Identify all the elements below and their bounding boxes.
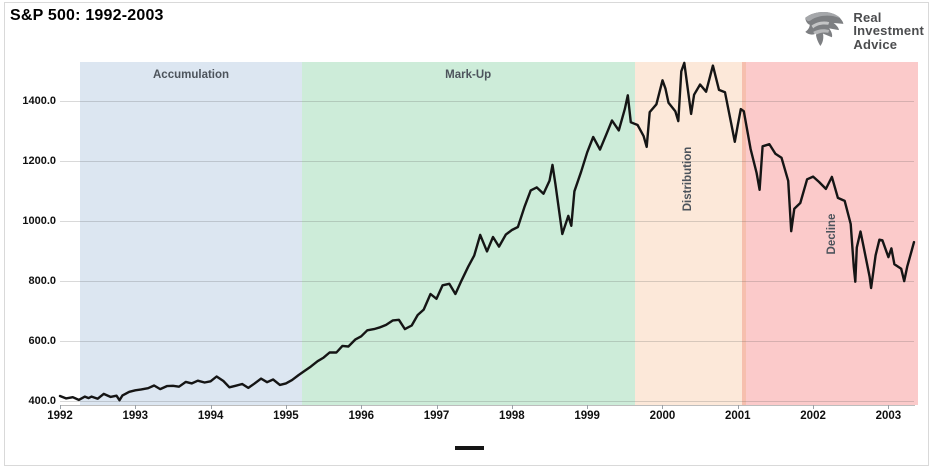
y-axis-tick-label: 1000.0: [22, 215, 56, 228]
phase-label: Mark-Up: [445, 69, 492, 81]
x-axis-tick-label: 2002: [800, 410, 826, 422]
x-axis-tick-mark: [436, 405, 438, 409]
eagle-icon: [800, 8, 846, 54]
x-axis-tick-mark: [285, 405, 287, 409]
x-axis-tick-label: 1993: [122, 410, 149, 422]
x-axis-tick-mark: [888, 405, 890, 409]
x-axis-tick-mark: [60, 405, 61, 409]
x-axis-tick-label: 1996: [348, 410, 375, 422]
logo-word-2: Investment: [853, 23, 924, 39]
x-axis-tick-label: 1992: [47, 410, 73, 422]
gridline: [60, 341, 914, 343]
y-axis-tick-label: 400.0: [28, 395, 56, 408]
gridline: [60, 161, 914, 163]
y-axis-tick-label: 1400.0: [22, 95, 56, 107]
y-axis-tick-label: 600.0: [28, 335, 56, 348]
phase-region-decline: Decline: [742, 62, 918, 405]
x-axis-tick-mark: [662, 405, 664, 409]
x-axis-tick-label: 1998: [499, 410, 525, 422]
phase-region-accumulation: Accumulation: [80, 62, 302, 405]
gridline: [60, 221, 914, 223]
x-axis-line: [60, 405, 915, 406]
x-axis-tick-label: 2001: [724, 410, 751, 422]
ria-logo: Real Investment Advice: [800, 8, 924, 54]
series-layer: [58, 61, 916, 402]
page-title: S&P 500: 1992-2003: [10, 7, 164, 24]
x-axis-tick-mark: [587, 405, 589, 409]
x-axis-tick-mark: [361, 405, 363, 409]
x-axis-tick-label: 2000: [649, 410, 676, 422]
x-axis-tick-label: 1999: [574, 410, 600, 422]
gridline: [60, 401, 914, 403]
x-axis-tick-mark: [511, 405, 513, 409]
x-axis-tick-mark: [135, 405, 137, 409]
y-axis-tick-label: 800.0: [28, 275, 56, 288]
x-axis-tick-mark: [813, 405, 815, 409]
x-axis-tick-label: 1994: [197, 410, 224, 422]
x-axis-tick-mark: [737, 405, 739, 409]
x-axis-tick-mark: [210, 405, 212, 409]
plot-area: Accumulation Mark-Up Distribution Decline: [60, 62, 918, 405]
gridline: [60, 281, 914, 283]
sp500-line: [58, 61, 916, 402]
phase-label: Accumulation: [153, 69, 230, 81]
y-axis-tick-label: 1200.0: [22, 155, 56, 168]
phase-region-markup: Mark-Up: [301, 62, 635, 405]
gridline: [60, 101, 914, 102]
logo-wordmark: Real Investment Advice: [853, 11, 924, 52]
legend-line-icon: [455, 446, 484, 450]
logo-word-3: Advice: [853, 36, 898, 52]
logo-word-1: Real: [853, 9, 882, 25]
x-axis-tick-label: 2003: [875, 410, 902, 422]
x-axis-tick-label: 1997: [423, 410, 450, 422]
x-axis-tick-label: 1995: [273, 410, 299, 422]
phase-region-distribution: Distribution: [634, 62, 743, 405]
